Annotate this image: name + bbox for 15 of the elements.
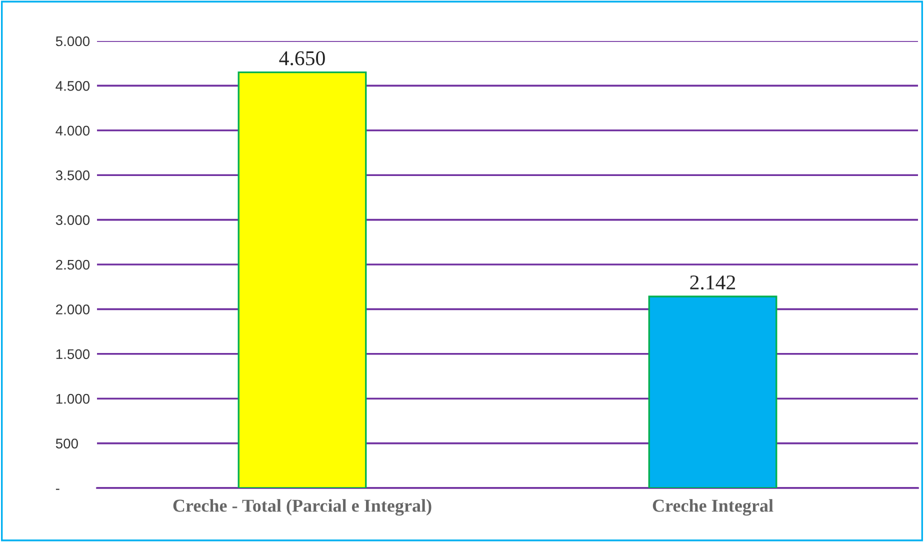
y-tick-label: 500: [56, 438, 78, 448]
y-tick-label: -: [56, 488, 60, 490]
y-tick-label: 4.000: [56, 126, 90, 136]
y-tick-label: 4.500: [56, 81, 90, 91]
y-tick-label: 3.000: [56, 215, 90, 225]
y-tick-label: 5.000: [56, 36, 90, 46]
y-tick-label: 2.500: [56, 260, 90, 270]
y-tick-label: 3.500: [56, 170, 90, 180]
y-tick-label: 2.000: [56, 304, 90, 314]
data-label: 2.142: [690, 275, 736, 290]
x-tick-label: Creche Integral: [652, 499, 774, 516]
data-label: 4.650: [279, 51, 325, 66]
x-tick-label: Creche - Total (Parcial e Integral): [173, 499, 432, 516]
y-tick-label: 1.000: [56, 394, 90, 404]
y-tick-label: 1.500: [56, 349, 90, 360]
